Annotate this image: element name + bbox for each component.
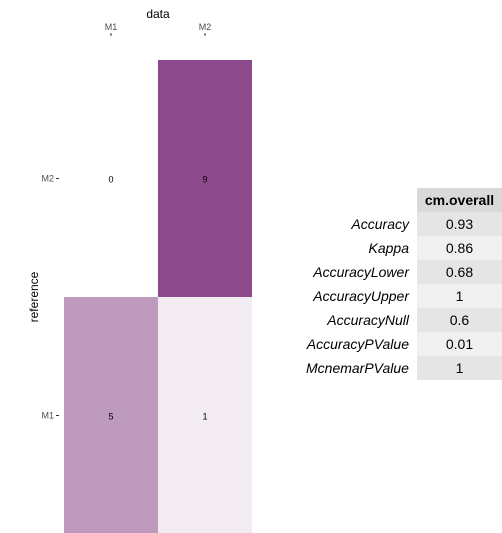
stats-row-value: 0.93 bbox=[416, 212, 502, 236]
stats-row-label: Kappa bbox=[368, 240, 409, 256]
stats-row-value: 0.6 bbox=[416, 308, 502, 332]
stats-row-value: 1 bbox=[416, 284, 502, 308]
stats-row-label: AccuracyNull bbox=[327, 312, 409, 328]
stats-row-label: AccuracyPValue bbox=[306, 336, 409, 352]
stats-header: cm.overall bbox=[416, 188, 502, 212]
stats-row-value: 0.01 bbox=[416, 332, 502, 356]
heatmap-cell bbox=[158, 297, 252, 533]
heatmap-cell-label: 5 bbox=[108, 412, 113, 422]
stats-row-label: Accuracy bbox=[351, 216, 409, 232]
x-tick-label: M1 bbox=[105, 22, 118, 32]
y-tick-label: M2 bbox=[41, 174, 54, 184]
stats-row: AccuracyPValue 0.01 bbox=[300, 332, 502, 356]
y-tick-label: M1 bbox=[41, 411, 54, 421]
heatmap-cell-label: 1 bbox=[202, 412, 207, 422]
stats-row: AccuracyUpper 1 bbox=[300, 284, 502, 308]
stats-header-corner bbox=[300, 188, 417, 212]
stats-row: McnemarPValue 1 bbox=[300, 356, 502, 380]
heatmap-cell bbox=[64, 297, 158, 533]
stats-row: Kappa 0.86 bbox=[300, 236, 502, 260]
confusion-matrix-heatmap: 0 9 5 1 data M1 M2 reference M1 M2 bbox=[27, 7, 252, 533]
stats-header-row: cm.overall bbox=[300, 188, 502, 212]
stats-row: AccuracyNull 0.6 bbox=[300, 308, 502, 332]
overall-stats-table: cm.overall Accuracy 0.93 Kappa 0.86 Accuracy… bbox=[300, 188, 502, 380]
stats-row-label: AccuracyLower bbox=[313, 264, 409, 280]
heatmap-cell bbox=[158, 60, 252, 297]
y-axis-title: reference bbox=[27, 271, 41, 322]
stats-row: Accuracy 0.93 bbox=[300, 212, 502, 236]
stats-row-label: AccuracyUpper bbox=[313, 288, 409, 304]
x-tick-label: M2 bbox=[199, 22, 212, 32]
stats-row-value: 0.68 bbox=[416, 260, 502, 284]
heatmap-cell-label: 0 bbox=[108, 175, 113, 185]
x-axis-title: data bbox=[146, 7, 170, 21]
stats-row-value: 0.86 bbox=[416, 236, 502, 260]
stats-row-value: 1 bbox=[416, 356, 502, 380]
heatmap-cell-label: 9 bbox=[202, 175, 207, 185]
stats-row: AccuracyLower 0.68 bbox=[300, 260, 502, 284]
stats-row-label: McnemarPValue bbox=[306, 360, 409, 376]
